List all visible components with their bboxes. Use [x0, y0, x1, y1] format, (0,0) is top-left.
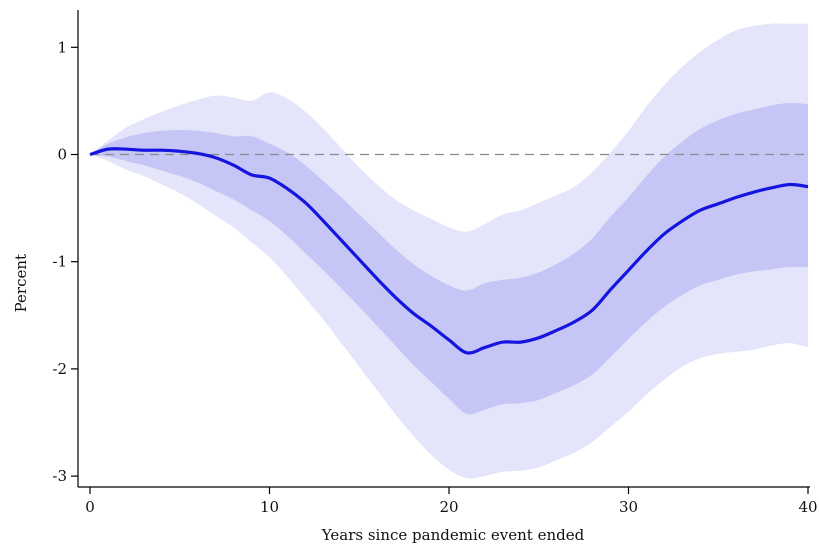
y-tick-label: -3	[52, 467, 67, 485]
y-tick-label: -2	[52, 360, 67, 378]
x-tick-label: 40	[798, 498, 817, 516]
x-axis-ticks: 0 10 20 30 40	[85, 487, 818, 516]
point-estimate-line	[89, 147, 809, 355]
y-tick-label: 1	[57, 38, 67, 56]
x-tick-label: 0	[85, 498, 95, 516]
x-axis-title: Years since pandemic event ended	[321, 526, 585, 544]
x-tick-label: 10	[260, 498, 279, 516]
y-axis-ticks: -3 -2 -1 0 1	[52, 38, 78, 485]
outer-confidence-band	[90, 23, 808, 479]
y-tick-label: -1	[52, 253, 67, 271]
confidence-bands	[90, 23, 808, 479]
y-tick-label: 0	[57, 146, 67, 164]
x-tick-label: 20	[439, 498, 458, 516]
y-axis-title: Percent	[12, 254, 30, 312]
x-tick-label: 30	[619, 498, 638, 516]
inner-confidence-band	[90, 103, 808, 415]
